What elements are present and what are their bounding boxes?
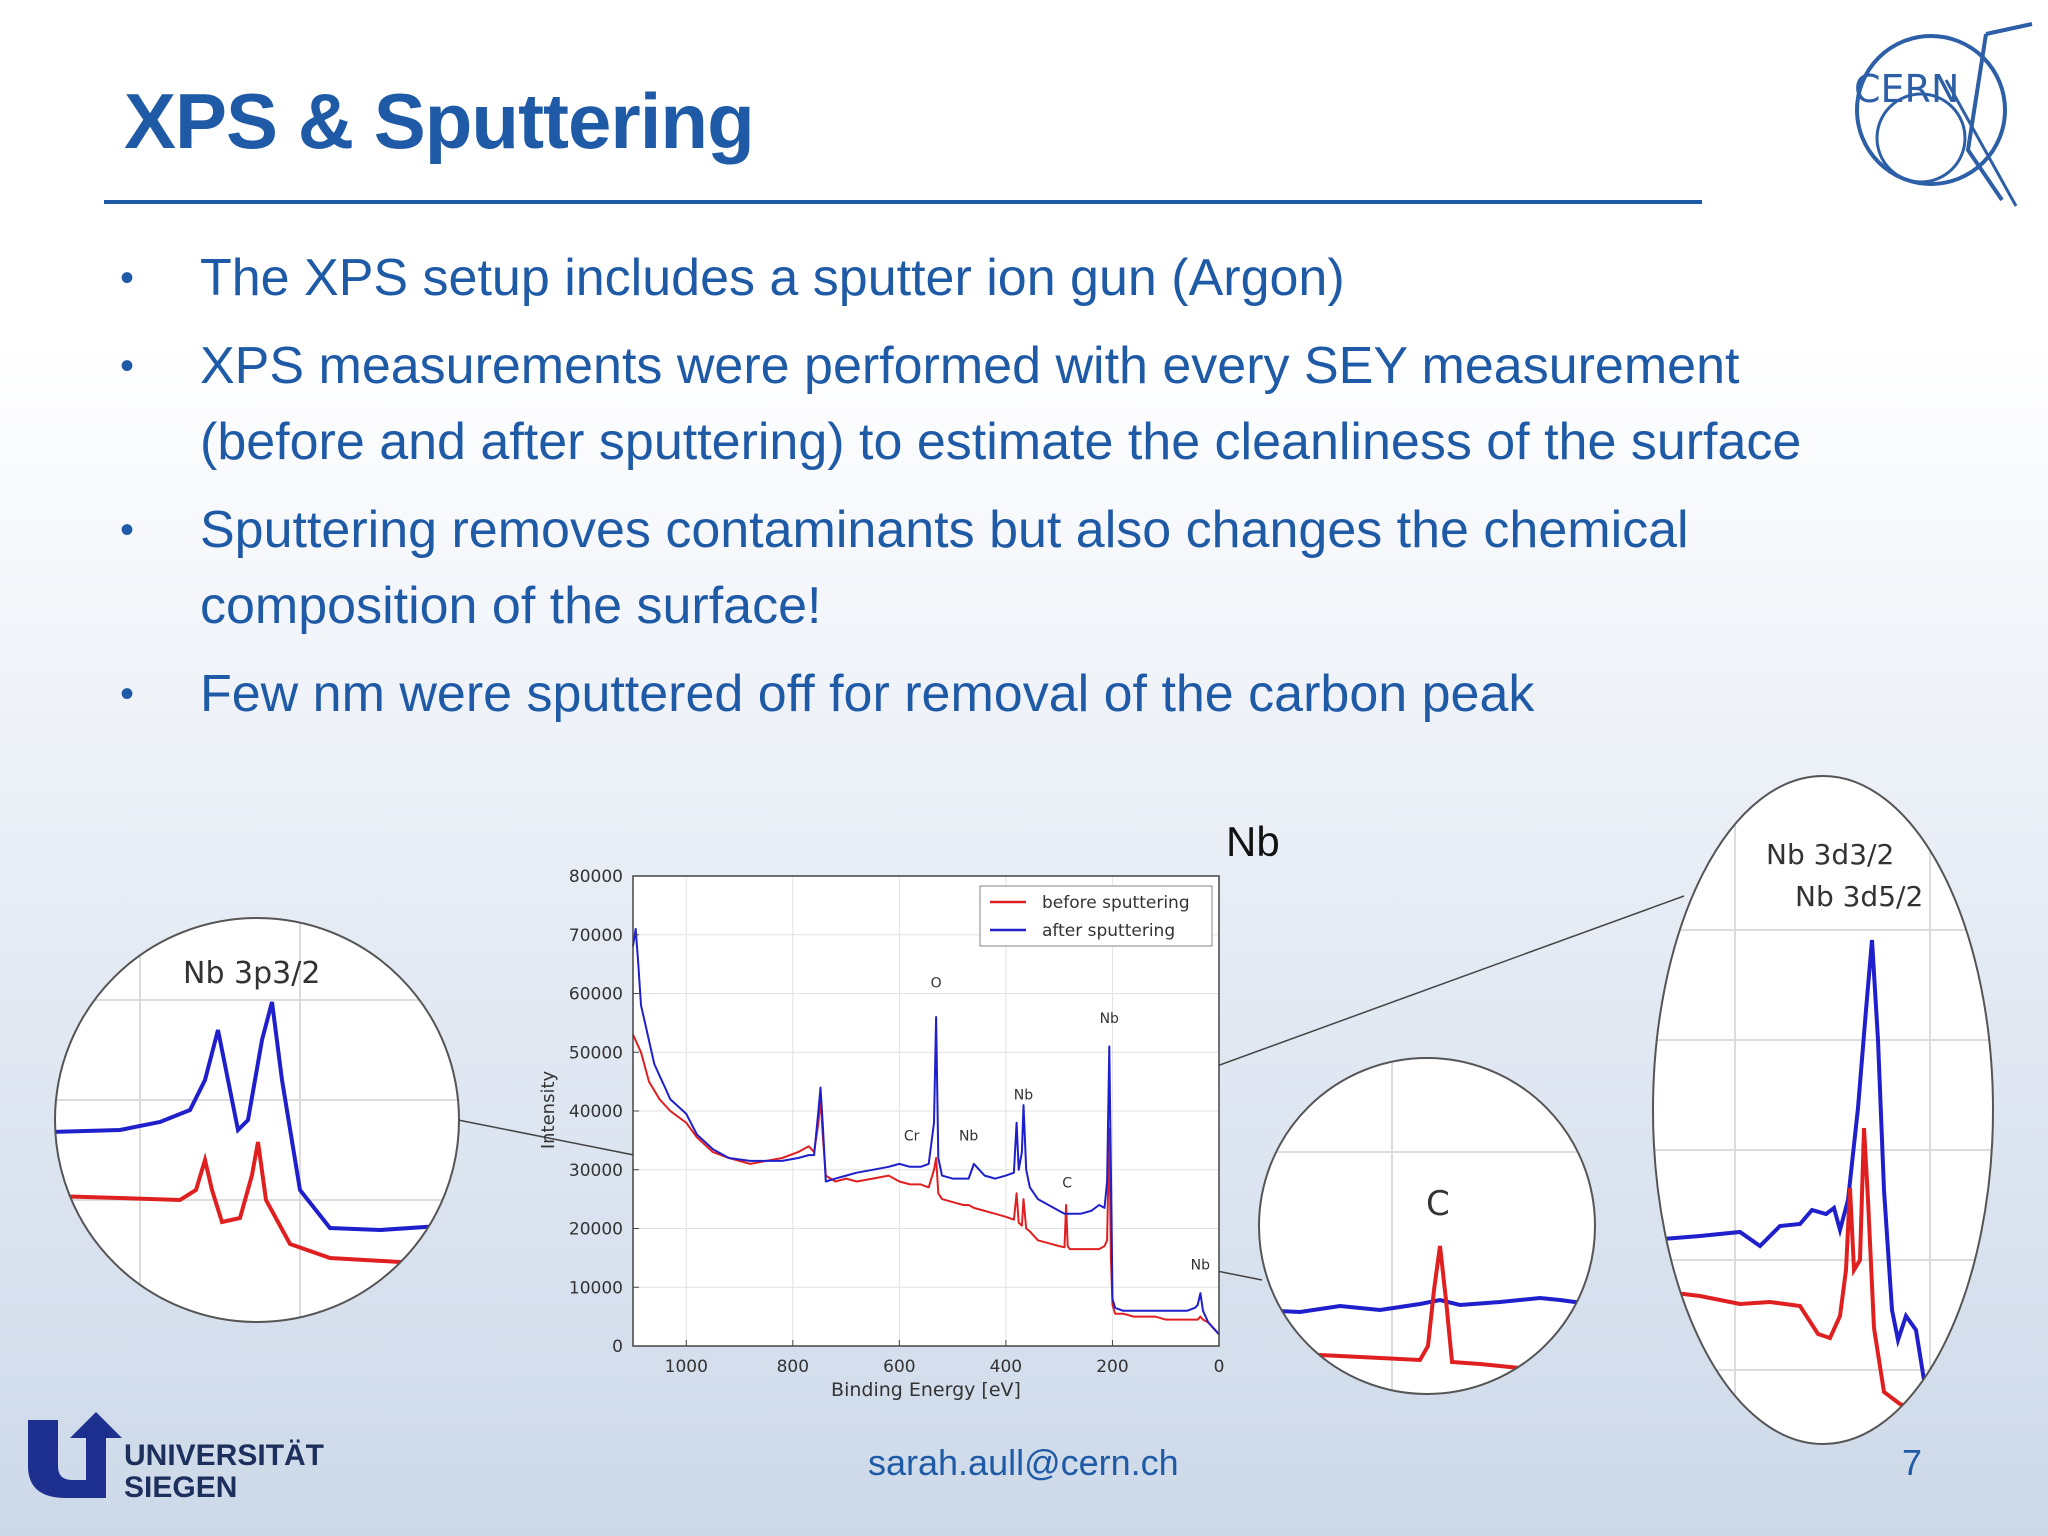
bullet-item: • XPS measurements were performed with e… xyxy=(116,328,1916,480)
y-tick-label: 40000 xyxy=(569,1102,623,1122)
peak-annotation: Cr xyxy=(904,1128,920,1144)
y-tick-label: 10000 xyxy=(569,1278,623,1298)
series-after-sputtering xyxy=(632,927,1220,1335)
footer-email: sarah.aull@cern.ch xyxy=(868,1442,1179,1483)
page-number: 7 xyxy=(1902,1442,1923,1483)
peak-annotation: Nb xyxy=(1100,1011,1119,1027)
slide-title: XPS & Sputtering xyxy=(124,77,755,165)
zoom-right-before-curve xyxy=(1653,1127,1993,1422)
bullet-dot: • xyxy=(120,672,135,716)
x-tick-label: 400 xyxy=(990,1357,1022,1377)
y-tick-label: 30000 xyxy=(569,1161,623,1181)
bullet-item: • The XPS setup includes a sputter ion g… xyxy=(116,240,1916,316)
legend-label-after: after sputtering xyxy=(1042,921,1175,941)
title-underline xyxy=(104,200,1702,204)
peak-annotation: Nb xyxy=(1014,1087,1033,1103)
zoom-right-after-curve xyxy=(1653,939,1993,1396)
bullet-dot: • xyxy=(120,256,135,300)
zoom-right-label-2: Nb 3d5/2 xyxy=(1795,880,1923,913)
peak-annotation: C xyxy=(1062,1175,1072,1191)
chart-series xyxy=(632,927,1220,1335)
zoom-right-frame xyxy=(1652,775,1994,1445)
bullet-dot: • xyxy=(120,344,135,388)
zoom-inset-nb3p: Nb 3p3/2 xyxy=(55,918,459,1322)
bullet-item: • Sputtering removes contaminants but al… xyxy=(116,492,1916,644)
xps-spectrum-chart: 1000 800 600 400 200 001000020000300004000050… xyxy=(538,867,1225,1401)
x-tick-label: 1000 xyxy=(665,1357,708,1377)
siegen-line2: SIEGEN xyxy=(124,1471,238,1504)
zoom-inset-carbon: C xyxy=(1259,1058,1595,1394)
zoom-inset-nb3d: Nb 3d3/2 Nb 3d5/2 xyxy=(1653,776,1993,1444)
zoom-right-label-1: Nb 3d3/2 xyxy=(1766,838,1894,871)
bullet-text: Sputtering removes contaminants but also… xyxy=(200,501,1689,635)
bullet-dot: • xyxy=(120,508,135,552)
zoom-left-frame xyxy=(54,917,460,1323)
bullet-item: • Few nm were sputtered off for removal … xyxy=(116,656,1916,732)
zoom-mid-frame xyxy=(1258,1057,1596,1395)
y-tick-label: 60000 xyxy=(569,985,623,1005)
x-tick-label: 200 xyxy=(1096,1357,1128,1377)
legend-label-before: before sputtering xyxy=(1042,893,1190,913)
peak-annotation: Nb xyxy=(1191,1258,1210,1274)
peak-annotation: Nb xyxy=(959,1128,978,1144)
x-axis-label: Binding Energy [eV] xyxy=(831,1379,1021,1401)
zoom-left-before-curve xyxy=(55,1141,459,1264)
y-tick-label: 50000 xyxy=(569,1043,623,1063)
zoom-left-label: Nb 3p3/2 xyxy=(183,956,320,991)
y-tick-label: 0 xyxy=(612,1337,623,1357)
siegen-line1: UNIVERSITÄT xyxy=(124,1439,325,1472)
nb-callout-label: Nb xyxy=(1226,818,1280,865)
bullet-text: XPS measurements were performed with eve… xyxy=(200,337,1802,471)
bullet-text: Few nm were sputtered off for removal of… xyxy=(200,665,1535,723)
chart-ticks: 1000 800 600 400 200 001000020000300004000050… xyxy=(569,867,1225,1377)
zoom-mid-after-curve xyxy=(1259,1295,1591,1315)
y-tick-label: 80000 xyxy=(569,867,623,887)
y-tick-label: 20000 xyxy=(569,1220,623,1240)
cern-logo: CERN xyxy=(1854,22,2033,207)
y-axis-label: Intensity xyxy=(538,1070,559,1149)
peak-annotation: O xyxy=(931,976,942,992)
chart-legend: before sputtering after sputtering xyxy=(979,885,1213,947)
bullet-list: • The XPS setup includes a sputter ion g… xyxy=(116,240,1916,744)
chart-annotations: O Nb Nb Cr Nb C Nb xyxy=(904,976,1210,1274)
cern-logo-text: CERN xyxy=(1854,67,1959,111)
zoom-mid-label: C xyxy=(1426,1184,1450,1224)
x-tick-label: 600 xyxy=(883,1357,915,1377)
siegen-logo-text: UNIVERSITÄT SIEGEN xyxy=(124,1440,324,1504)
y-tick-label: 70000 xyxy=(569,926,623,946)
x-tick-label: 800 xyxy=(777,1357,809,1377)
plot-frame xyxy=(632,875,1220,1347)
x-tick-label: 0 xyxy=(1214,1357,1225,1377)
university-siegen-logo xyxy=(28,1412,122,1498)
bullet-text: The XPS setup includes a sputter ion gun… xyxy=(200,249,1345,307)
series-before-sputtering xyxy=(632,1034,1220,1335)
zoom-left-after-curve xyxy=(55,1001,459,1233)
